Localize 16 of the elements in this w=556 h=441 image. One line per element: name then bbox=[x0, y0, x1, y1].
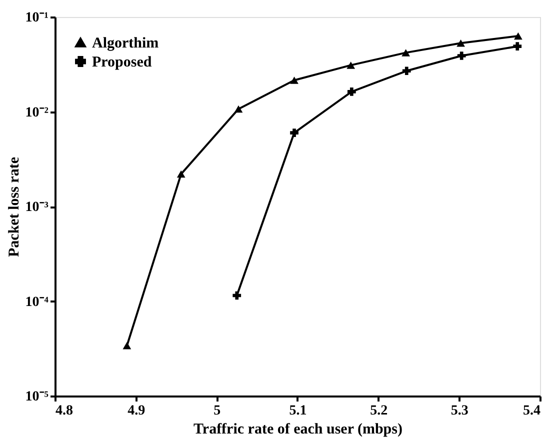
x-tick-label: 4.9 bbox=[128, 404, 146, 418]
y-tick-label: 10⁻³ bbox=[25, 200, 48, 215]
x-axis-title: Traffric rate of each user (mbps) bbox=[194, 422, 402, 438]
x-tick-label: 5.4 bbox=[523, 404, 540, 418]
y-tick-label: 10⁻⁴ bbox=[25, 294, 50, 310]
y-tick-label: 10⁻⁵ bbox=[25, 390, 48, 404]
y-axis-title: Packet loss rate bbox=[6, 156, 22, 257]
legend-label: Algorthim bbox=[92, 36, 160, 52]
x-tick-label: 5.2 bbox=[370, 404, 388, 418]
x-tick-label: 5 bbox=[214, 404, 221, 418]
x-tick-label: 4.8 bbox=[56, 404, 73, 418]
x-tick-label: 5.1 bbox=[289, 404, 307, 418]
y-tick-label: 10⁻¹ bbox=[25, 10, 48, 26]
y-tick-label: 10⁻² bbox=[25, 105, 48, 120]
legend-label: Proposed bbox=[92, 54, 152, 70]
x-tick-label: 5.3 bbox=[450, 404, 468, 418]
